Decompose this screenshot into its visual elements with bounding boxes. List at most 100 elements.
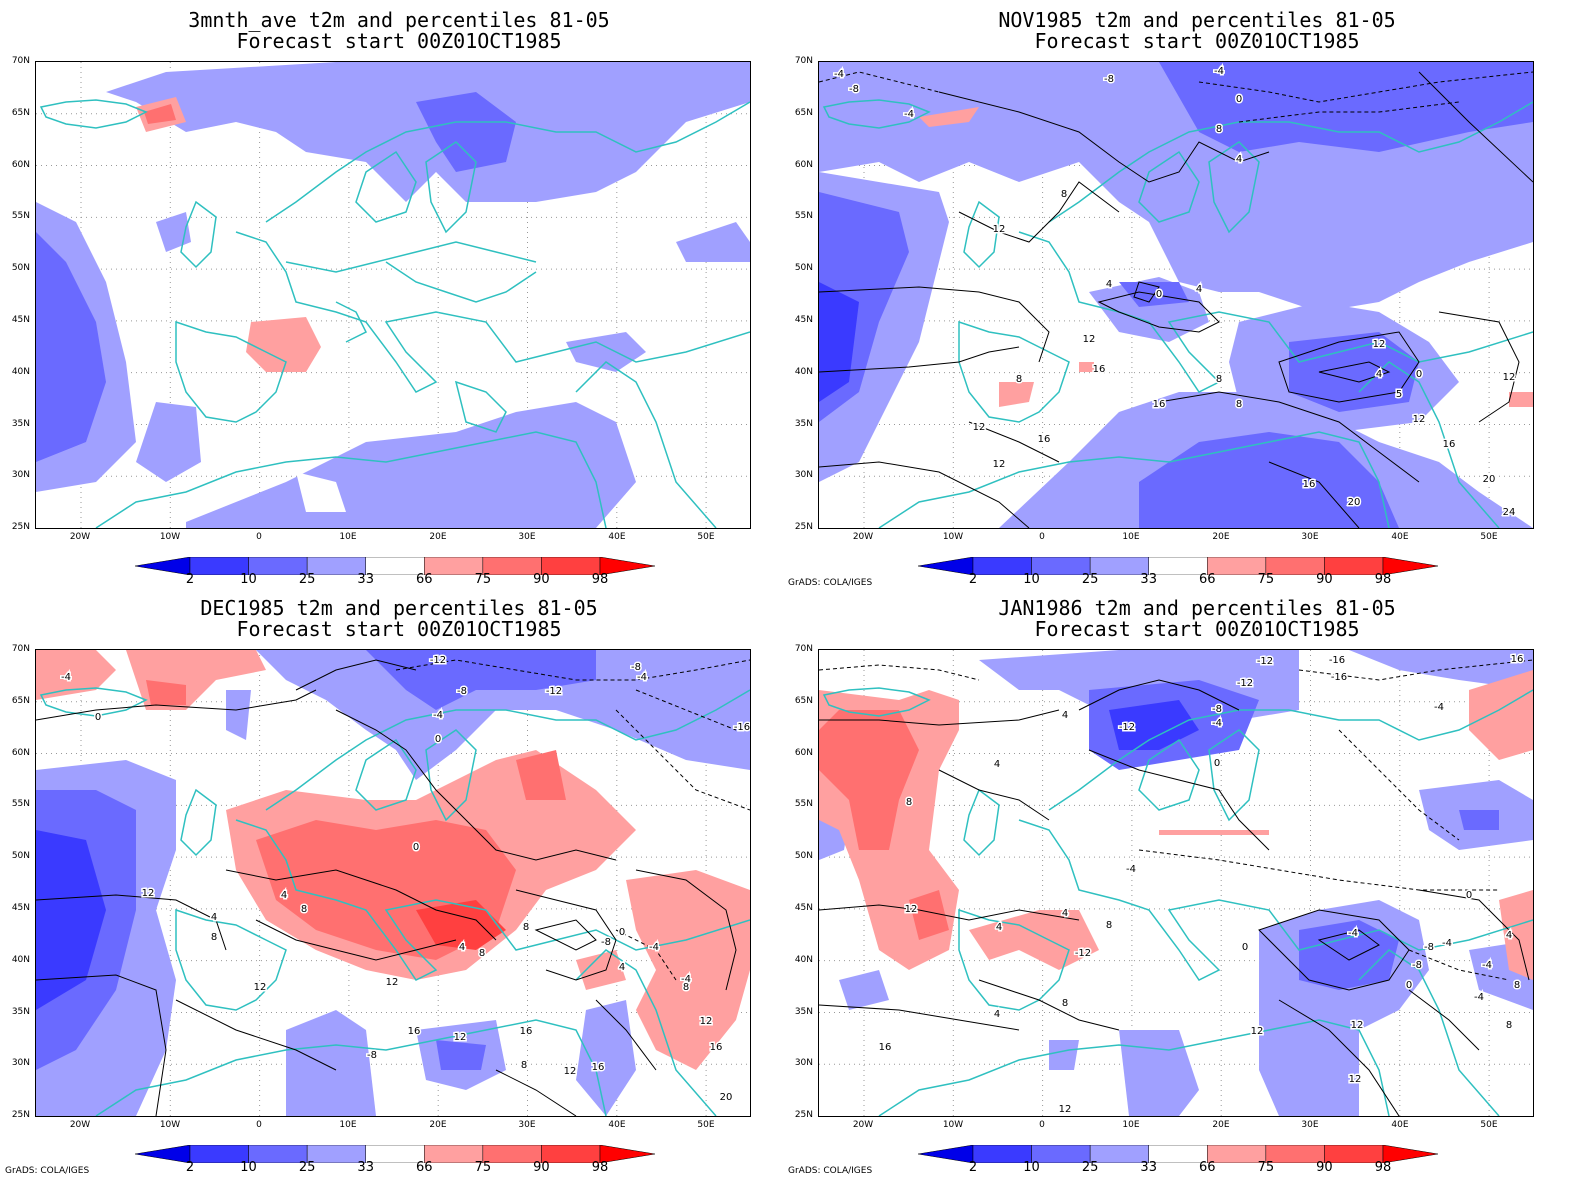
- contour-label: 8: [301, 904, 307, 915]
- lon-label: 20E: [1212, 1120, 1230, 1130]
- red-region: [36, 650, 116, 700]
- lon-label: 20W: [69, 532, 91, 542]
- colorbar-label: 33: [1140, 572, 1157, 587]
- red-region: [919, 107, 979, 127]
- colorbar-label: 33: [357, 572, 374, 587]
- red-region: [246, 317, 321, 372]
- blue-region: [36, 232, 106, 462]
- colorbar-label: 10: [1023, 1160, 1040, 1175]
- colorbar-arrow-high: [1382, 1144, 1439, 1164]
- panel-subtitle: Forecast start 00Z01OCT1985: [1034, 617, 1360, 641]
- contour-label: 8: [1236, 399, 1242, 410]
- contour-label: 8: [906, 797, 912, 808]
- contour-label: -16: [734, 722, 750, 733]
- lat-label: 45N: [794, 903, 813, 913]
- red-region: [819, 710, 919, 850]
- lat-label: 30N: [11, 1058, 30, 1068]
- lat-label: 60N: [794, 748, 813, 758]
- contour-label: -12: [430, 655, 446, 666]
- red-region: [626, 870, 750, 1070]
- contour-label: -8: [1212, 704, 1222, 715]
- colorbar-svg: [917, 556, 1439, 576]
- contour-label: -8: [631, 662, 641, 673]
- grads-credit: GrADS: COLA/IGES: [788, 578, 873, 588]
- lat-label: 35N: [794, 1007, 813, 1017]
- contour-label: 12: [905, 904, 918, 915]
- colorbar-label: 66: [1199, 1160, 1216, 1175]
- colorbar-label: 90: [533, 572, 550, 587]
- contour-label: 20: [720, 1092, 733, 1103]
- contour-label: 16: [1038, 434, 1051, 445]
- lat-label: 40N: [794, 955, 813, 965]
- contour-label: 24: [1503, 507, 1516, 518]
- contour-label: 0: [1214, 758, 1220, 769]
- contour-label: -16: [1329, 655, 1345, 666]
- contour-label: -4: [1212, 718, 1222, 729]
- colorbar: 2 10 25 33 66 75 90 98: [917, 1144, 1439, 1175]
- contour-label: 4: [994, 759, 1000, 770]
- contour-label: 4: [994, 1009, 1000, 1020]
- contour-label: 12: [564, 1066, 577, 1077]
- map-3month-svg: [36, 62, 750, 528]
- contour-label: -8: [1104, 74, 1114, 85]
- contour-label: -4: [1474, 992, 1484, 1003]
- lon-label: 20E: [1212, 532, 1230, 542]
- map-nov-svg: -4 -8 -4 -8 -4 0 4 8 8 12 0 4 12 16 8 16 12 12 16 8 12 4 0 5 12 1…: [819, 62, 1533, 528]
- contour-label: 8: [521, 1060, 527, 1071]
- colorbar-label: 10: [240, 572, 257, 587]
- contour-label: -12: [1237, 678, 1253, 689]
- panel-subtitle: Forecast start 00Z01OCT1985: [236, 29, 562, 53]
- blue-region: [256, 650, 750, 780]
- contour-label: -4: [1442, 938, 1452, 949]
- blue-region: [1299, 920, 1399, 990]
- contour-label: 4: [1106, 279, 1112, 290]
- red-region: [1509, 392, 1533, 407]
- colorbar: 2 10 25 33 66 75 90 98: [134, 1144, 656, 1175]
- contour-label: 12: [1413, 414, 1426, 425]
- lat-label: 65N: [11, 108, 30, 118]
- lon-label: 40E: [608, 532, 626, 542]
- lat-label: 25N: [11, 522, 30, 532]
- lat-label: 65N: [794, 108, 813, 118]
- lon-label: 40E: [1391, 1120, 1409, 1130]
- blue-region: [186, 402, 636, 528]
- contour-label: -4: [834, 69, 844, 80]
- colorbar-label: 90: [1316, 1160, 1333, 1175]
- contour-label: -12: [1075, 948, 1091, 959]
- colorbar: 2 10 25 33 66 75 90 98: [917, 556, 1439, 587]
- contour-label: 12: [1059, 1104, 1072, 1115]
- contour-label: 5: [1396, 389, 1402, 400]
- lat-label: 50N: [11, 263, 30, 273]
- lat-label: 30N: [11, 470, 30, 480]
- colorbar-label: 98: [591, 1160, 609, 1175]
- map-panel-3month: 3mnth_ave t2m and percentiles 81-05 Fore…: [0, 0, 798, 598]
- lat-label: 60N: [11, 748, 30, 758]
- white-gap: [296, 472, 346, 512]
- contour-label: 4: [1506, 930, 1512, 941]
- contour-label: 12: [454, 1032, 467, 1043]
- red-region: [1079, 362, 1094, 372]
- contour-label: -4: [637, 672, 647, 683]
- lon-label: 0: [256, 1120, 262, 1130]
- lat-label: 30N: [794, 1058, 813, 1068]
- contour-label: 0: [1242, 942, 1248, 953]
- colorbar-label: 2: [968, 1160, 978, 1175]
- colorbar-label: 33: [357, 1160, 374, 1175]
- colorbar-label: 10: [1023, 572, 1040, 587]
- colorbar-label: 98: [1374, 1160, 1392, 1175]
- lon-label: 20W: [852, 1120, 874, 1130]
- lat-label: 70N: [794, 56, 813, 66]
- colorbar-label: 10: [240, 1160, 257, 1175]
- map-jan-svg: -12 -12 -8 -4 -12 0 4 8 12 4 -4 4 8 -12 0 -4 8 4 0 -4 8 12 16 4…: [819, 650, 1533, 1116]
- panel-title: 3mnth_ave t2m and percentiles 81-05: [188, 8, 610, 32]
- contour-label: 0: [1156, 289, 1162, 300]
- contour-label: -4: [649, 942, 659, 953]
- blue-region: [136, 402, 201, 482]
- contour-label: 8: [683, 982, 689, 993]
- blue-region: [819, 282, 859, 402]
- lat-label: 65N: [11, 696, 30, 706]
- lon-label: 10E: [1122, 1120, 1140, 1130]
- colorbar: 2 10 25 33 66 75 90 98: [134, 556, 656, 587]
- lat-label: 70N: [11, 56, 30, 66]
- contour-label: 8: [1216, 374, 1222, 385]
